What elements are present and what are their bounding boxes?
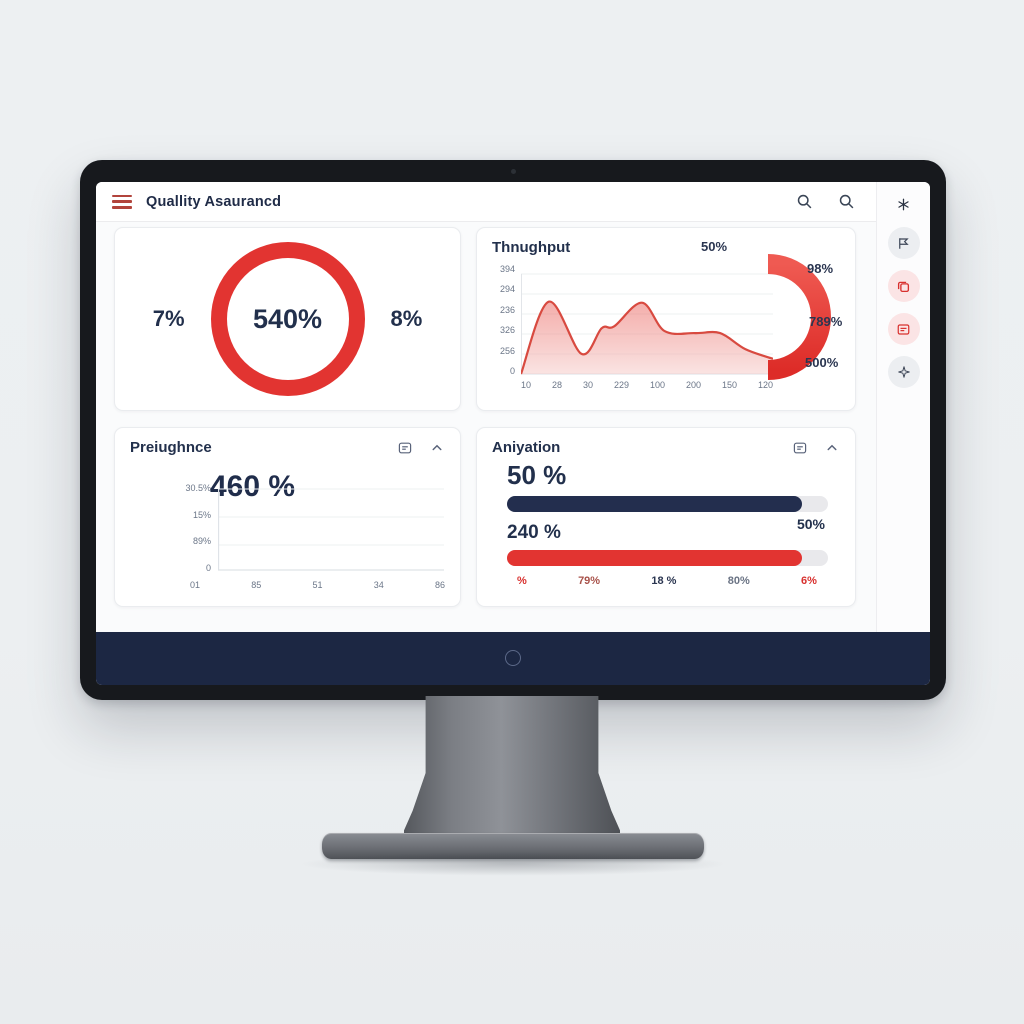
footer-ring-icon xyxy=(505,650,521,666)
big-value: 460 % xyxy=(210,470,296,503)
card-title: Aniyation xyxy=(492,439,561,456)
progress-fill xyxy=(507,550,803,566)
y-axis-ticks: 30.5% 15% 89% 0 xyxy=(123,483,211,573)
bottom-label: 6% xyxy=(801,575,817,587)
panel-icon[interactable] xyxy=(791,439,809,457)
x-tick: 10 xyxy=(521,380,532,390)
x-axis-ticks: 01 85 51 34 86 xyxy=(190,580,445,590)
completion-card: 7% 540% 8% xyxy=(114,227,461,411)
x-tick: 86 xyxy=(434,580,445,590)
panel-icon[interactable] xyxy=(396,439,414,457)
gauge-label: 789% xyxy=(809,314,843,329)
footer-bar xyxy=(96,632,930,685)
y-axis-ticks: 394 294 236 326 256 0 xyxy=(481,264,515,376)
gauge-label: 50% xyxy=(701,239,728,254)
y-tick: 15% xyxy=(192,509,211,520)
half-gauge xyxy=(767,254,831,380)
monitor-stand-base xyxy=(322,833,704,859)
progress-fill xyxy=(507,496,803,512)
performance-card: Preiughnce 460 % 30.5% xyxy=(114,427,461,607)
x-tick: 30 xyxy=(582,380,593,390)
screen: Quallity Asaurancd xyxy=(96,182,930,685)
x-tick: 229 xyxy=(613,380,629,390)
sparkle-icon[interactable] xyxy=(887,356,920,388)
stand-shadow xyxy=(298,852,728,876)
card-title: Thnughput xyxy=(492,239,571,256)
monitor: Quallity Asaurancd xyxy=(80,160,946,700)
y-tick: 0 xyxy=(509,365,515,376)
x-axis-ticks: 10 28 30 229 100 200 150 120 xyxy=(521,380,773,390)
right-value: 8% xyxy=(390,306,423,331)
right-rail xyxy=(876,182,930,632)
gauge-label: 98% xyxy=(807,261,834,276)
line-chart-grid xyxy=(218,488,444,571)
chevron-up-icon[interactable] xyxy=(823,439,841,457)
x-tick: 85 xyxy=(251,580,262,590)
card-title: Preiughnce xyxy=(130,439,212,456)
x-tick: 100 xyxy=(649,380,665,390)
search-icon[interactable] xyxy=(794,192,814,212)
area-chart xyxy=(521,273,773,375)
metric1-value: 50 % xyxy=(507,460,567,490)
progress-bar-navy xyxy=(507,496,828,512)
bottom-label: 79% xyxy=(578,575,601,587)
donut-ring: 540% xyxy=(210,242,365,396)
metric2-value: 240 % xyxy=(507,522,561,543)
x-tick: 51 xyxy=(312,580,323,590)
progress-bar-red xyxy=(507,550,828,566)
bottom-label: 80% xyxy=(727,575,750,587)
webcam-dot xyxy=(511,169,516,174)
x-tick: 01 xyxy=(190,580,201,590)
y-tick: 30.5% xyxy=(185,483,211,493)
bottom-label: % xyxy=(517,575,527,587)
y-tick: 326 xyxy=(499,325,515,336)
page-title: Quallity Asaurancd xyxy=(146,193,282,210)
y-tick: 89% xyxy=(192,536,211,547)
animation-card: Aniyation 50 % xyxy=(476,427,856,607)
bottom-labels: % 79% 18 % 80% 6% xyxy=(517,575,817,587)
chevron-up-icon[interactable] xyxy=(428,439,446,457)
hamburger-icon[interactable] xyxy=(112,194,132,209)
x-tick: 150 xyxy=(721,380,737,390)
y-tick: 236 xyxy=(499,304,515,315)
left-value: 7% xyxy=(152,306,185,331)
x-tick: 34 xyxy=(373,580,384,590)
metric1-end-label: 50% xyxy=(796,516,825,532)
y-tick: 394 xyxy=(499,264,515,274)
monitor-stand-neck xyxy=(404,696,620,836)
bottom-label: 18 % xyxy=(651,575,677,587)
search-icon[interactable] xyxy=(836,192,856,212)
y-tick: 256 xyxy=(499,345,515,356)
app-header: Quallity Asaurancd xyxy=(96,182,876,222)
copy-icon[interactable] xyxy=(887,270,920,302)
donut-center-value: 540% xyxy=(252,303,323,334)
asterisk-icon[interactable] xyxy=(894,192,914,216)
throughput-card: Thnughput 394 294 236 326 256 0 xyxy=(476,227,856,411)
flag-icon[interactable] xyxy=(887,227,920,259)
x-tick: 120 xyxy=(757,380,773,390)
y-tick: 0 xyxy=(205,562,211,573)
y-tick: 294 xyxy=(499,284,515,295)
x-tick: 28 xyxy=(551,380,562,390)
note-icon[interactable] xyxy=(887,313,920,345)
gauge-label: 500% xyxy=(805,355,839,370)
x-tick: 200 xyxy=(685,380,701,390)
